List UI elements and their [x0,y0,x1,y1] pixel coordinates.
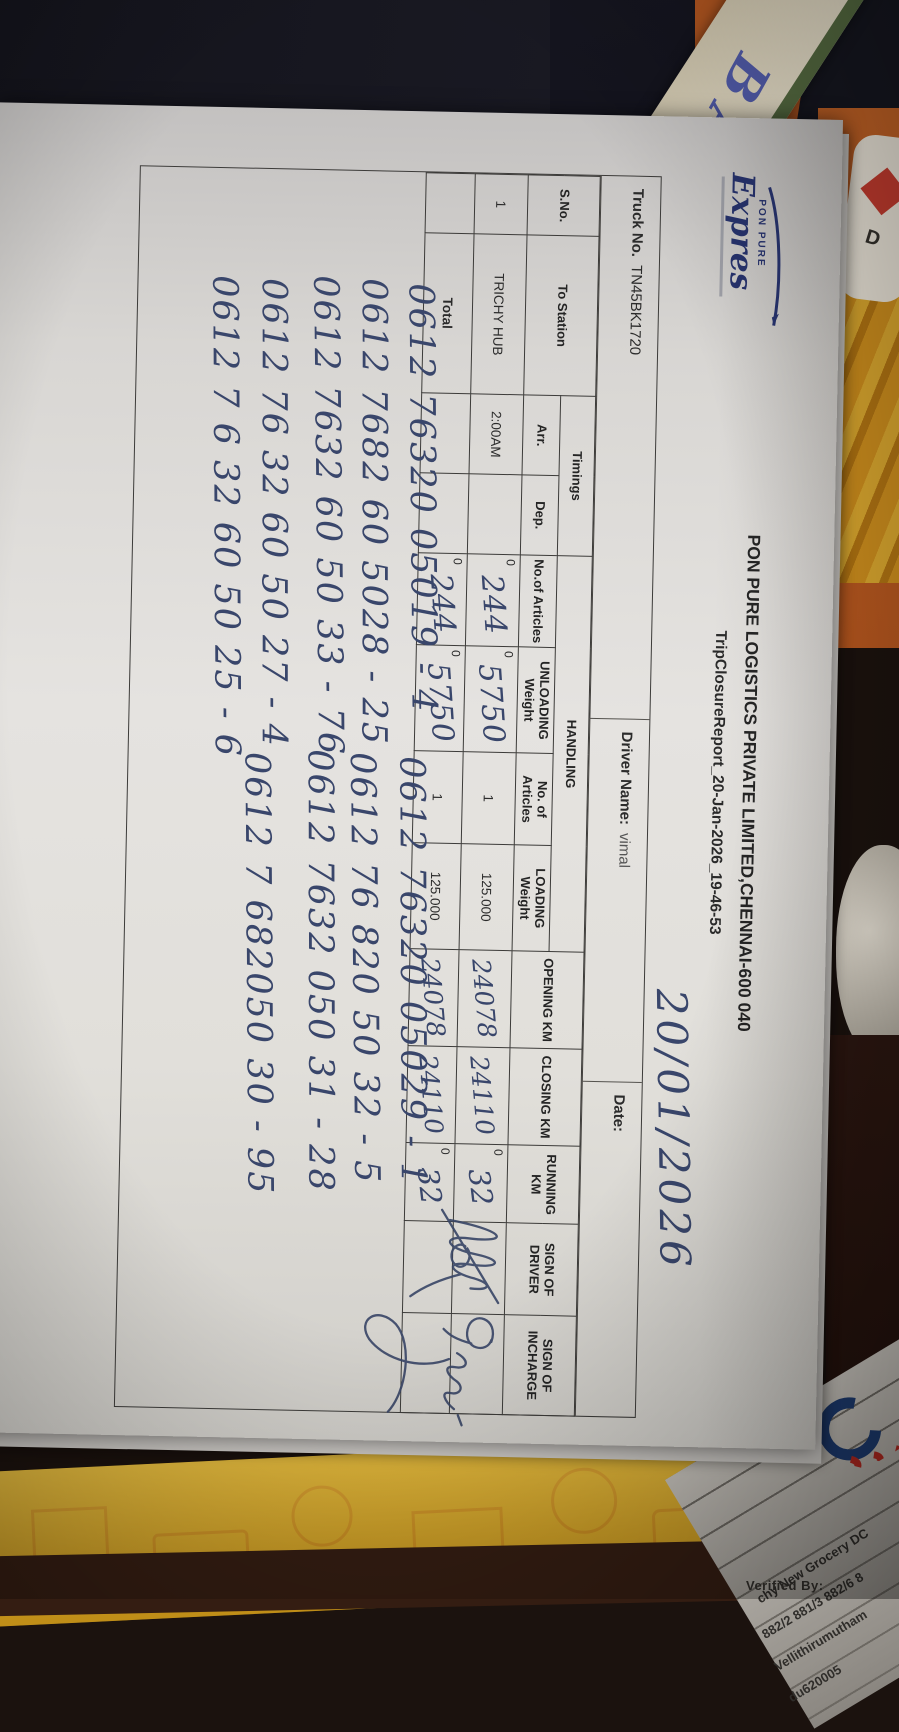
col-header-arr: Arr. [521,394,561,476]
driver-signature [391,1201,528,1324]
col-header-closing-km: CLOSING KM [507,1047,582,1147]
col-header-unload-weight: UNLOADING Weight [516,646,556,754]
printed-zero: 0 [503,559,518,566]
handwritten-note-line: 0612 7 682050 30 - 95 [236,751,280,1196]
row1-unload-weight: 0 5750 [463,645,519,753]
trip-closure-report-page: PON PURE Expres PON PURE LOGISTICS PRIVA… [0,102,843,1450]
grocery-receipt: REL chy New Grocery DC 882/2 881/3 882/6… [665,1268,899,1729]
col-header-load-weight: LOADING Weight [512,844,552,952]
col-header-opening-km: OPENING KM [509,950,585,1050]
handwritten-note-line: 0612 7632 60 50 33 - 76 [305,275,351,757]
printed-zero: 0 [491,1148,506,1156]
printed-zero: 0 [438,1147,453,1155]
total-empty [425,172,476,234]
ponpure-xpres-logo: PON PURE Expres [717,172,784,373]
handwritten-note-line: 0612 7682 60 5028 - 25 [353,278,394,746]
row1-dep [467,473,522,555]
row1-unload-articles: 0 244 [465,553,521,647]
truck-no-label: Truck No. [628,188,647,258]
verified-by-label: Verified By: [746,1578,824,1593]
handwritten-note-line: 0612 7632 050 31 - 28 [299,749,341,1193]
col-header-load-articles: No. of Articles [514,752,554,846]
printed-zero: 0 [501,650,516,658]
col-header-unload-articles: No.of Articles [518,554,558,648]
col-header-timings: Timings [557,395,596,557]
truck-no-value: TN45BK1720 [626,264,645,356]
incharge-signature [330,1295,518,1449]
handwritten-value: 244 [473,574,513,637]
bag-doodle [549,1466,619,1536]
driver-name-value: vimal [615,832,634,869]
row1-load-articles: 1 [461,751,517,845]
bag-doodle [290,1484,354,1549]
date-label: Date: [609,1094,628,1133]
driver-name-label: Driver Name: [616,731,636,826]
row1-load-weight: 125.000 [459,843,515,951]
printed-zero: 0 [448,649,463,657]
cotton-wad [836,845,899,1060]
handwritten-date: 20/01/2026 [646,988,700,1272]
printed-zero: 0 [450,557,465,565]
row1-closing-km: 24110 [454,1046,510,1145]
packet-badge-star [860,167,899,216]
handwritten-value: 32 [462,1166,501,1208]
row1-sno: 1 [474,173,529,235]
logo-swoosh-icon [768,187,781,326]
col-header-station: To Station [523,234,600,397]
row1-opening-km: 24078 [457,949,513,1048]
col-header-sno: S.No. [527,174,601,237]
row1-station: TRICHY HUB [470,233,528,395]
packet-badge-letter: D [862,225,883,251]
date-cell: Date: [574,1081,642,1417]
handwritten-value: 5750 [471,662,512,746]
driver-name-cell: Driver Name: vimal [581,718,650,1083]
photo-of-trip-closure-report: { "bg": { "book_spine_text": "BAL", "sna… [0,0,899,1599]
handwritten-note-line: 0612 76 32 60 50 27 - 4 [253,278,294,748]
handwritten-note-line: 0612 76320 05029 - 1 [391,756,433,1187]
truck-no-cell: Truck No. TN45BK1720 [589,175,661,721]
handwritten-note-line: 0612 76320 05019 - 4 [400,283,444,714]
row1-arr: 2:00AM [469,393,524,475]
handwritten-note-line: 0612 76 820 50 32 - 5 [341,751,387,1185]
handwritten-note-line: 0612 7 6 32 60 50 25 - 6 [204,275,247,759]
handwritten-value: 24110 [464,1054,501,1137]
col-header-dep: Dep. [520,474,559,556]
handwritten-value: 24078 [466,957,503,1040]
